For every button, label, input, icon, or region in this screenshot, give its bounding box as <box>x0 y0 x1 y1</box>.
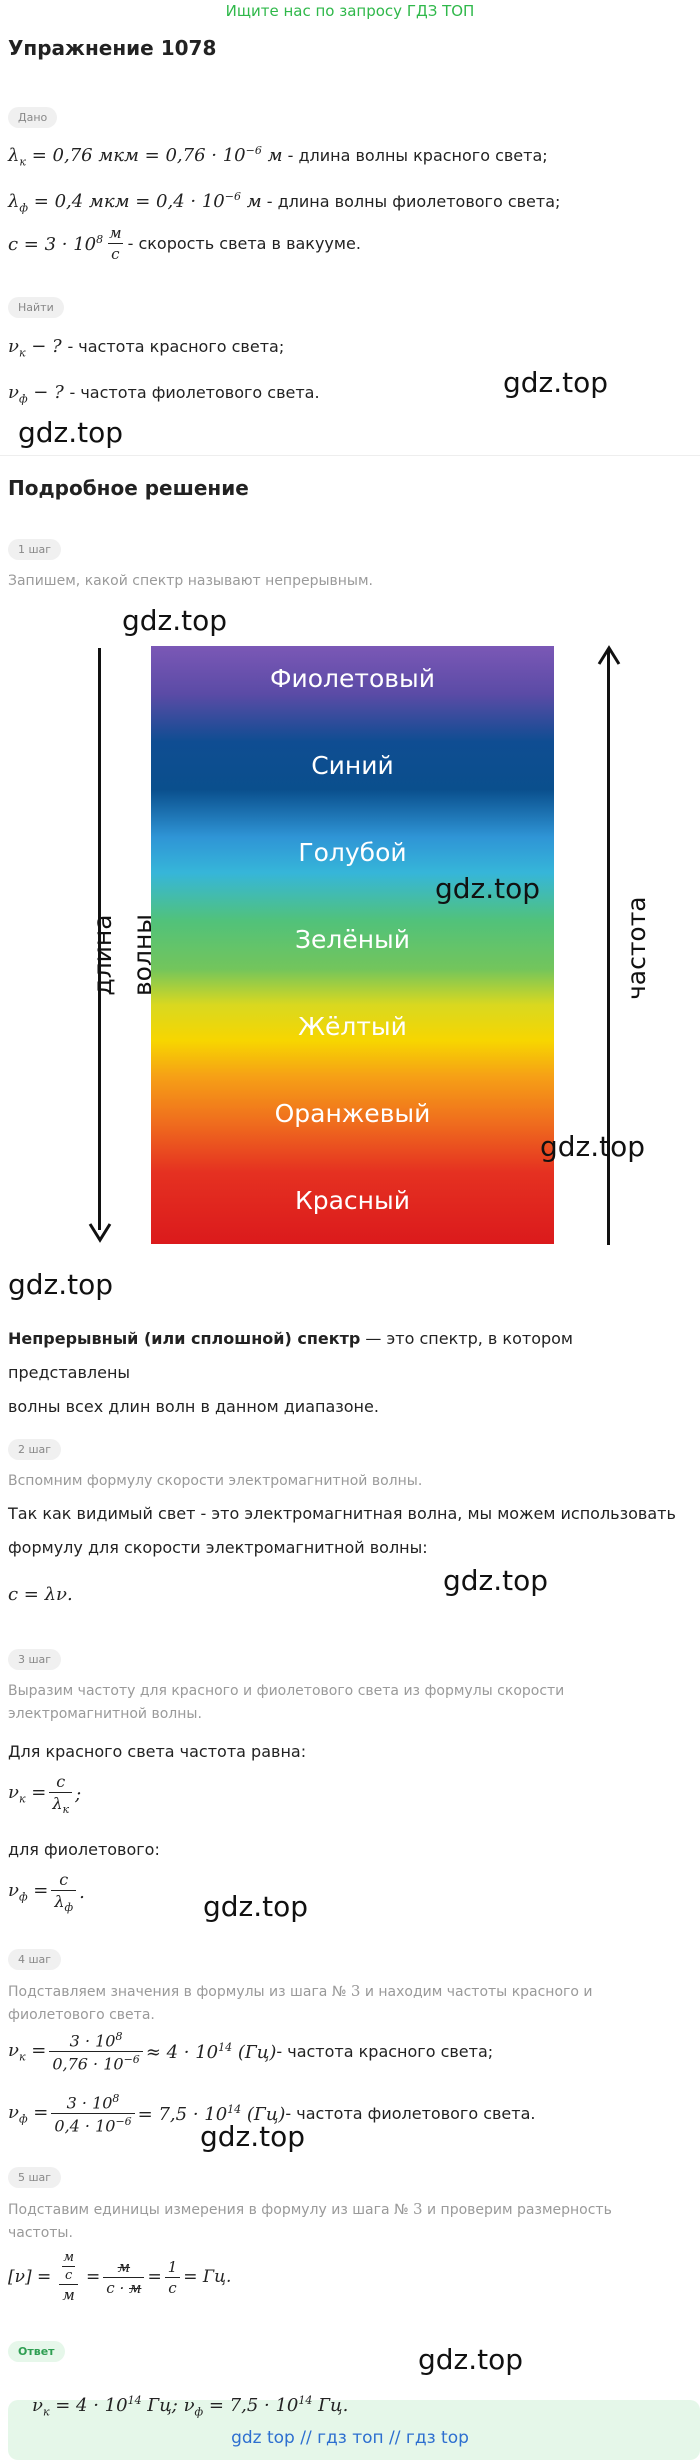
exercise-title: Упражнение 1078 <box>8 36 217 60</box>
watermark: gdz.top <box>435 872 541 905</box>
step-3-text: Выразим частоту для красного и фиолетово… <box>8 1683 565 1722</box>
watermark: gdz.top <box>122 604 228 637</box>
watermark: gdz.top <box>503 366 609 399</box>
formula-violet-result: νф = 3 · 108 0,4 · 10−6 = 7,5 · 1014 (Гц)… <box>8 2092 536 2136</box>
spectrum-block: Фиолетовый Синий Голубой Зелёный Жёлтый … <box>151 646 554 1244</box>
given-violet-wavelength: λф = 0,4 мкм = 0,4 · 10−6 м - длина волн… <box>8 190 561 215</box>
find-red-frequency: νк − ? - частота красного света; <box>8 336 285 360</box>
frequency-arrow-line <box>607 650 610 1245</box>
divider <box>0 455 700 456</box>
find-label: Найти <box>8 297 64 318</box>
answer-formula: νк = 4 · 1014 Гц; νф = 7,5 · 1014 Гц. <box>32 2394 349 2419</box>
band-yellow: Жёлтый <box>298 1012 407 1041</box>
step-4-label: 4 шаг <box>8 1949 62 1970</box>
wavelength-axis-label: длина волны <box>88 913 157 997</box>
step-3-violet-line: для фиолетового: <box>8 1840 160 1859</box>
wavelength-arrow-line <box>98 648 101 1230</box>
arrow-up-icon <box>597 645 621 665</box>
given-red-wavelength: λк = 0,76 мкм = 0,76 · 10−6 м - длина во… <box>8 144 548 169</box>
watermark: gdz.top <box>203 1890 309 1923</box>
find-violet-frequency: νф − ? - частота фиолетового света. <box>8 382 320 406</box>
step-3-label: 3 шаг <box>8 1649 62 1670</box>
watermark: gdz.top <box>418 2343 524 2376</box>
step-2-body: Так как видимый свет - это электромагнит… <box>8 1504 676 1557</box>
step-5-text: Подставим единицы измерения в формулу из… <box>8 2200 612 2241</box>
step-1-label: 1 шаг <box>8 539 62 560</box>
step-3-red-line: Для красного света частота равна: <box>8 1742 307 1761</box>
formula-c-lambda-nu: c = λν. <box>8 1584 73 1605</box>
band-green: Зелёный <box>294 925 411 954</box>
arrow-down-icon <box>88 1223 112 1243</box>
step-2-label: 2 шаг <box>8 1439 62 1460</box>
band-red: Красный <box>294 1186 410 1215</box>
watermark: gdz.top <box>540 1130 646 1163</box>
band-violet: Фиолетовый <box>269 664 435 693</box>
watermark: gdz.top <box>8 1268 114 1301</box>
formula-red-result: νк = 3 · 108 0,76 · 10−6 ≈ 4 · 1014 (Гц) … <box>8 2030 494 2074</box>
watermark: gdz.top <box>200 2120 306 2153</box>
step-1-text: Запишем, какой спектр называют непрерывн… <box>8 573 373 589</box>
continuous-spectrum-definition: Непрерывный (или сплошной) спектр — это … <box>8 1329 573 1416</box>
watermark: gdz.top <box>18 416 124 449</box>
formula-red-frequency: νк = c λк; <box>8 1772 82 1817</box>
footer-links[interactable]: gdz top // гдз топ // гдз top <box>231 2428 469 2448</box>
watermark: gdz.top <box>443 1564 549 1597</box>
formula-violet-frequency: νф = c λф. <box>8 1870 85 1915</box>
band-blue: Синий <box>311 751 394 780</box>
top-banner: Ищите нас по запросу ГДЗ ТОП <box>225 2 475 20</box>
band-light-blue: Голубой <box>298 838 407 867</box>
step-4-text: Подставляем значения в формулы из шага №… <box>8 1982 593 2023</box>
frequency-axis-label: частота <box>622 896 651 1000</box>
step-2-text: Вспомним формулу скорости электромагнитн… <box>8 1473 423 1489</box>
answer-box <box>8 2400 700 2460</box>
step-5-label: 5 шаг <box>8 2167 62 2188</box>
given-label: Дано <box>8 107 58 128</box>
solution-title: Подробное решение <box>8 476 249 500</box>
band-orange: Оранжевый <box>274 1099 431 1128</box>
answer-label: Ответ <box>8 2341 65 2362</box>
